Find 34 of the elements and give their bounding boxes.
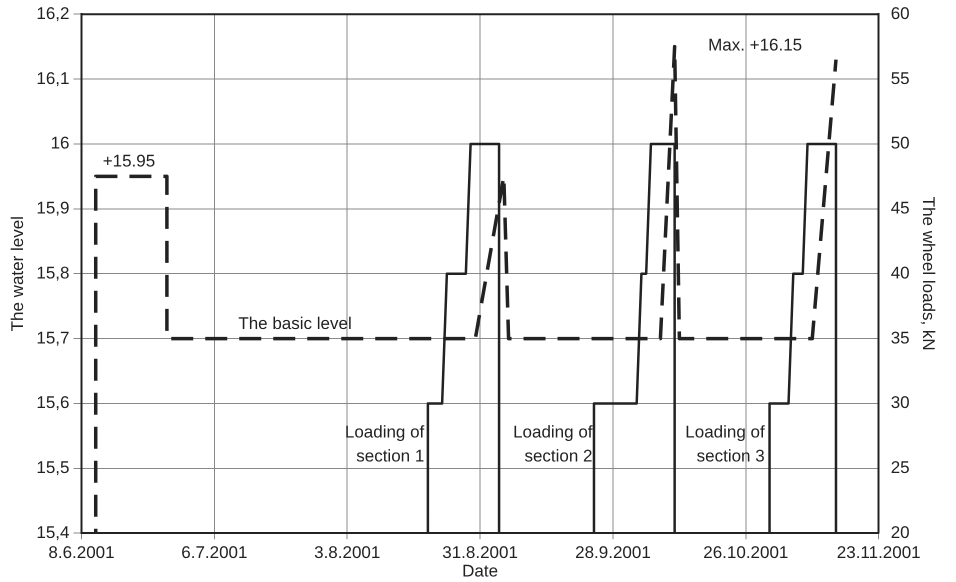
- y2-tick-label: 60: [890, 4, 910, 23]
- x-axis-title: Date: [462, 561, 498, 580]
- y2-axis-title: The wheel loads, kN: [919, 196, 938, 351]
- y-tick-label: 16: [50, 134, 70, 153]
- x-tick-label: 31.8.2001: [442, 543, 518, 562]
- x-tick-label: 8.6.2001: [48, 543, 115, 562]
- y2-tick-label: 40: [890, 263, 910, 282]
- y-axis-title: The water level: [8, 216, 27, 332]
- x-tick-label: 3.8.2001: [314, 543, 380, 562]
- annotation: Loading of section 1: [344, 422, 425, 466]
- y-tick-label: 15,6: [36, 393, 70, 412]
- y-tick-label: 15,9: [36, 198, 70, 218]
- y2-tick-label: 50: [890, 134, 910, 153]
- y2-tick-label: 20: [890, 522, 910, 542]
- x-tick-label: 26.10.2001: [703, 543, 788, 562]
- annotation: Loading of section 3: [685, 422, 765, 466]
- y2-tick-label: 55: [890, 68, 910, 88]
- y-tick-label: 16,2: [36, 4, 70, 23]
- y-tick-label: 15,7: [36, 328, 70, 348]
- y-tick-label: 15,8: [36, 263, 70, 282]
- y-tick-label: 15,4: [36, 522, 70, 542]
- x-tick-label: 23.11.2001: [836, 543, 921, 562]
- y-tick-label: 16,1: [36, 68, 70, 88]
- y2-tick-label: 45: [890, 198, 910, 218]
- y2-tick-label: 25: [890, 458, 910, 478]
- x-tick-label: 6.7.2001: [181, 543, 248, 562]
- y2-tick-label: 35: [890, 328, 910, 348]
- annotation: Loading of section 2: [513, 422, 593, 466]
- y2-tick-label: 30: [890, 393, 910, 412]
- x-tick-label: 28.9.2001: [575, 543, 651, 562]
- annotation: The basic level: [238, 314, 352, 333]
- annotation: +15.95: [102, 152, 156, 171]
- annotation: Max. +16.15: [708, 36, 802, 55]
- y-tick-label: 15,5: [36, 458, 70, 478]
